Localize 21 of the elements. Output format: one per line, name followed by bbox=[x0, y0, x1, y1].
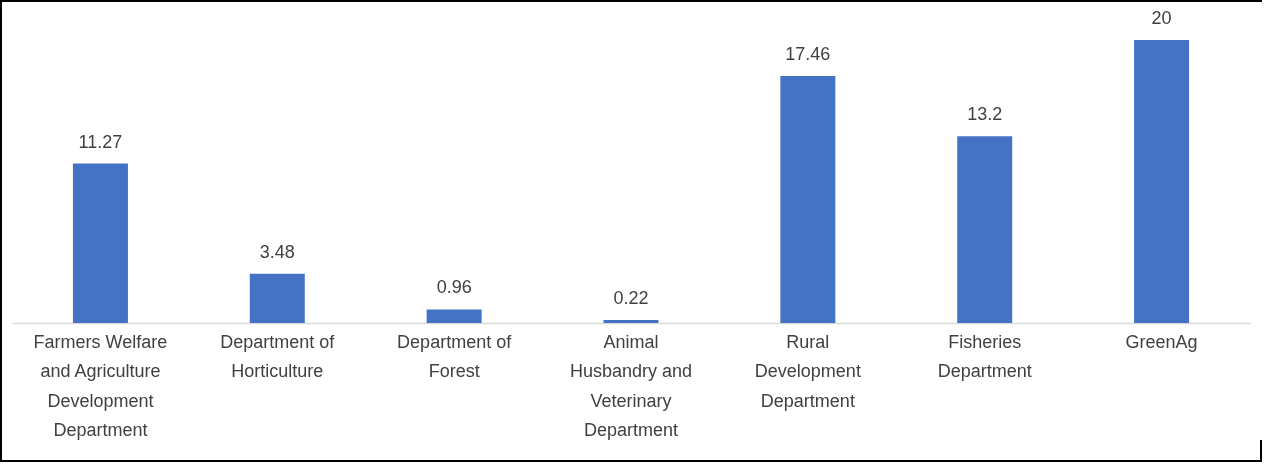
bar bbox=[426, 309, 482, 323]
data-label: 13.2 bbox=[967, 104, 1003, 125]
x-tick-label: Animal Husbandry and Veterinary Department bbox=[569, 331, 693, 440]
data-label: 20 bbox=[1151, 8, 1172, 28]
data-label: 0.22 bbox=[613, 287, 649, 308]
data-label: 0.96 bbox=[436, 277, 472, 298]
x-tick-label: Department of Horticulture bbox=[220, 331, 336, 381]
x-tick-label: Fisheries Department bbox=[937, 331, 1032, 381]
data-label: 11.27 bbox=[78, 131, 123, 152]
bar bbox=[957, 136, 1013, 323]
data-label: 17.46 bbox=[785, 43, 831, 64]
bar bbox=[780, 75, 836, 323]
bar bbox=[1134, 40, 1190, 323]
bar bbox=[603, 319, 659, 323]
bar bbox=[249, 273, 305, 323]
x-tick-label: GreenAg bbox=[1125, 331, 1198, 352]
bar bbox=[72, 163, 128, 323]
data-label: 3.48 bbox=[259, 241, 295, 262]
x-tick-label: Farmers Welfare and Agriculture Development Department bbox=[33, 331, 168, 440]
x-tick-label: Rural Development Department bbox=[754, 331, 861, 411]
x-tick-label: Department of Forest bbox=[397, 331, 513, 381]
